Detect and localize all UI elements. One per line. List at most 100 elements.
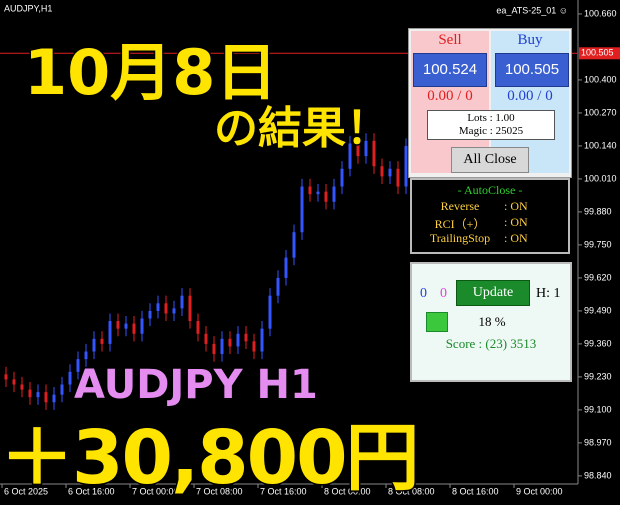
candle-body	[356, 143, 360, 157]
sell-position: 0.00 / 0	[427, 88, 473, 104]
candle-body	[20, 384, 24, 390]
x-tick-label: 7 Oct 08:00	[196, 486, 243, 496]
status-indicator	[426, 312, 448, 332]
expert-name: ea_ATS-25_01 ☺	[496, 5, 568, 15]
candle-body	[108, 321, 112, 344]
candle-body	[124, 323, 128, 329]
candle-body	[4, 374, 8, 380]
overlay-profit: ＋30,800円	[0, 414, 421, 503]
candle-body	[380, 166, 384, 177]
y-tick-label: 100.140	[584, 140, 617, 150]
x-tick-label: 7 Oct 00:00	[132, 486, 179, 496]
candle-body	[172, 308, 176, 314]
candle-body	[92, 338, 96, 352]
lots-box[interactable]: Lots : 1.00 Magic : 25025	[427, 110, 555, 140]
x-tick-label: 8 Oct 16:00	[452, 486, 499, 496]
candle-body	[372, 140, 376, 167]
candle-body	[68, 371, 72, 385]
candle-body	[28, 389, 32, 398]
y-tick-label: 99.360	[584, 338, 612, 348]
overlay-date: 10月8日	[22, 35, 278, 111]
magic: Magic : 25025	[458, 125, 524, 137]
candle-body	[284, 257, 288, 278]
sell-count: 0	[440, 286, 447, 301]
candle-body	[156, 303, 160, 311]
status-panel: 0 0 Update H: 1 18 % Score : (23) 3513	[410, 262, 572, 382]
candle-body	[276, 277, 280, 296]
candle-body	[260, 328, 264, 352]
x-tick-label: 8 Oct 08:00	[388, 486, 435, 496]
candle-body	[244, 333, 248, 342]
candle-body	[228, 338, 232, 347]
buy-button[interactable]: 100.505	[495, 53, 569, 87]
y-tick-label: 100.660	[584, 8, 617, 18]
candle-body	[132, 323, 136, 334]
y-tick-label: 99.620	[584, 272, 612, 282]
candle-body	[388, 168, 392, 177]
x-tick-label: 6 Oct 16:00	[68, 486, 115, 496]
candle-body	[236, 333, 240, 347]
y-tick-label: 98.970	[584, 437, 612, 447]
candle-body	[76, 359, 80, 372]
price-label-bg	[579, 47, 620, 60]
autoclose-value: : ON	[504, 215, 528, 229]
y-tick-label: 99.880	[584, 206, 612, 216]
candle-body	[60, 384, 64, 395]
overlay-symbol: AUDJPY H1	[73, 361, 320, 410]
y-tick-label: 100.270	[584, 107, 617, 117]
candle-body	[12, 379, 16, 385]
candle-body	[332, 186, 336, 202]
candle-body	[44, 392, 48, 403]
x-tick-label: 9 Oct 00:00	[516, 486, 563, 496]
autoclose-title: - AutoClose -	[457, 183, 523, 197]
candle-body	[116, 321, 120, 329]
candle-body	[340, 168, 344, 187]
candle-body	[204, 333, 208, 344]
candle-body	[196, 321, 200, 334]
candle-body	[100, 338, 104, 344]
candle-body	[180, 295, 184, 309]
h-value: H: 1	[536, 286, 561, 301]
candle-body	[140, 318, 144, 334]
buy-label: Buy	[517, 32, 543, 48]
x-tick-label: 6 Oct 2025	[4, 486, 48, 496]
candle-body	[252, 341, 256, 352]
candle-body	[212, 343, 216, 355]
candle-body	[220, 338, 224, 355]
buy-position: 0.00 / 0	[507, 88, 553, 104]
x-tick-label: 8 Oct 00:00	[324, 486, 371, 496]
candle-body	[84, 351, 88, 360]
lots: Lots : 1.00	[467, 112, 515, 124]
percent: 18 %	[478, 314, 506, 329]
candle-body	[324, 191, 328, 202]
candle-body	[148, 310, 152, 319]
candle-body	[292, 232, 296, 258]
y-tick-label: 99.230	[584, 371, 612, 381]
candle-body	[404, 145, 408, 187]
autoclose-value: : ON	[504, 231, 528, 245]
candle-body	[268, 295, 272, 329]
candle-body	[396, 168, 400, 187]
autoclose-label: Reverse	[440, 199, 480, 213]
candle-body	[300, 186, 304, 233]
trade-panel: Sell Buy 100.524 100.505 0.00 / 0 0.00 /…	[408, 28, 572, 178]
autoclose-label: TrailingStop	[429, 231, 491, 245]
candle-body	[52, 394, 56, 403]
autoclose-label: RCI（+）	[434, 217, 486, 231]
autoclose-panel: - AutoClose - Reverse : ON RCI（+） : ON Trail…	[410, 178, 570, 254]
price-label: 100.505	[581, 48, 614, 58]
sell-button[interactable]: 100.524	[413, 53, 487, 87]
y-tick-label: 99.490	[584, 305, 612, 315]
x-tick-label: 7 Oct 16:00	[260, 486, 307, 496]
y-tick-label: 100.400	[584, 74, 617, 84]
update-button[interactable]: Update	[456, 280, 530, 306]
candle-body	[348, 143, 352, 169]
all-close-button[interactable]: All Close	[451, 147, 529, 173]
sell-label: Sell	[438, 32, 462, 48]
score: Score : (23) 3513	[445, 336, 537, 351]
y-tick-label: 98.840	[584, 470, 612, 480]
buy-count: 0	[420, 286, 427, 301]
candle-body	[316, 191, 320, 195]
